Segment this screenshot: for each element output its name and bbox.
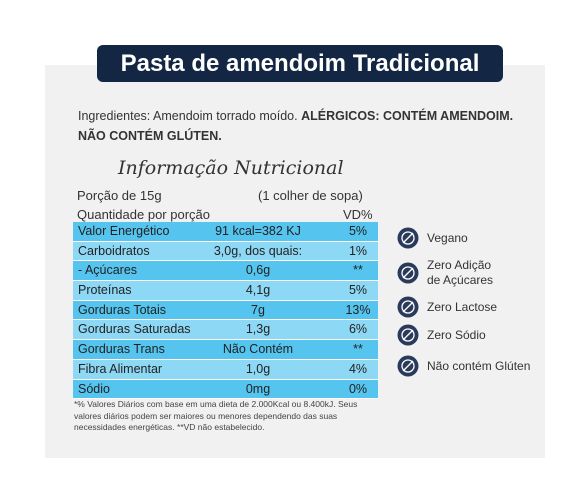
nutrient-dv: 5% — [348, 283, 368, 298]
nutrient-dv: 0% — [348, 381, 368, 396]
nutrient-amount: 3,0g, dos quais: — [213, 243, 303, 258]
badge-line: Zero Adição — [427, 258, 492, 272]
nutrient-amount: Não Contém — [222, 342, 294, 357]
nutrient-dv: 1% — [348, 243, 368, 258]
table-row: Carboidratos 3,0g, dos quais: 1% — [73, 241, 378, 262]
nutrient-amount: 91 kcal=382 KJ — [215, 224, 301, 238]
table-row: Valor Energético 91 kcal=382 KJ 5% — [73, 222, 378, 242]
badge-icon — [397, 355, 419, 377]
nutrient-amount: 1,3g — [245, 322, 271, 337]
nutrient-name: Gorduras Trans — [78, 342, 165, 357]
nutrient-amount: 0mg — [245, 381, 271, 396]
nutrition-heading: Informação Nutricional — [118, 157, 344, 179]
badge-icon — [397, 324, 419, 346]
badge-label: Zero Adição de Açúcares — [427, 258, 493, 288]
badge-label: Zero Lactose — [427, 300, 497, 315]
footnote-line: necessidades energéticas. **VD não estab… — [74, 422, 265, 432]
nutrient-name: Carboidratos — [78, 243, 150, 258]
quantity-header: Quantidade por porção — [77, 207, 210, 222]
allergens: ALÉRGICOS: CONTÉM AMENDOIM. — [301, 109, 514, 123]
nutrient-name: Proteínas — [78, 283, 132, 298]
nutrient-dv: 6% — [348, 322, 368, 337]
table-row: Gorduras Totais 7g 13% — [73, 300, 378, 321]
dv-header: VD% — [343, 207, 373, 222]
nutrient-amount: 0,6g — [245, 263, 271, 278]
ingredients: Ingredientes: Amendoim torrado moído. AL… — [78, 106, 513, 146]
footnote-line: *% Valores Diários com base em uma dieta… — [74, 399, 358, 409]
nutrient-dv: ** — [353, 263, 363, 278]
table-row: Gorduras Trans Não Contém ** — [73, 340, 378, 360]
table-row: Sódio 0mg 0% — [73, 379, 378, 400]
nutrient-name: - Açúcares — [78, 263, 138, 278]
nutrient-dv: ** — [353, 342, 363, 357]
nutrient-name: Sódio — [78, 381, 110, 396]
badge-label: Vegano — [427, 231, 468, 246]
table-row: - Açúcares 0,6g ** — [73, 261, 378, 282]
badge-line: Zero Lactose — [427, 299, 498, 314]
badge-line: Não contém Glúten — [427, 358, 531, 373]
badge-line: Zero Sódio — [427, 327, 486, 342]
table-row: Gorduras Saturadas 1,3g 6% — [73, 320, 378, 341]
footnote-line: valores diários podem ser maiores ou men… — [74, 410, 338, 421]
nutrition-table: Valor Energético 91 kcal=382 KJ 5% Carboidr… — [73, 222, 378, 400]
badge-icon — [397, 227, 419, 249]
badge-icon — [397, 296, 419, 318]
nutrient-name: Fibra Alimentar — [78, 361, 163, 376]
nutrient-dv: 13% — [345, 302, 371, 317]
serving-measure: (1 colher de sopa) — [258, 188, 363, 203]
serving-label: Porção de 15g — [77, 188, 162, 203]
badge-icon — [397, 262, 419, 284]
nutrient-name: Gorduras Saturadas — [78, 322, 191, 337]
badge-line: de Açúcares — [427, 273, 494, 287]
table-row: Fibra Alimentar 1,0g 4% — [73, 359, 378, 380]
allergens: NÃO CONTÉM GLÚTEN. — [78, 129, 222, 143]
nutrient-dv: 5% — [348, 224, 368, 238]
nutrient-name: Gorduras Totais — [78, 302, 167, 317]
title: Pasta de amendoim Tradicional — [97, 45, 503, 82]
nutrient-name: Valor Energético — [78, 224, 170, 238]
nutrient-amount: 7g — [251, 302, 265, 317]
badge-label: Não contém Glúten — [427, 359, 530, 374]
ingredients-text: Ingredientes: Amendoim torrado moído. — [78, 109, 298, 123]
nutrient-dv: 4% — [348, 361, 368, 376]
badge-line: Vegano — [427, 230, 468, 245]
nutrient-amount: 4,1g — [245, 283, 271, 298]
footnote: *% Valores Diários com base em uma dieta… — [74, 399, 357, 434]
badge-label: Zero Sódio — [427, 328, 486, 343]
nutrient-amount: 1,0g — [245, 361, 271, 376]
table-row: Proteínas 4,1g 5% — [73, 281, 378, 301]
